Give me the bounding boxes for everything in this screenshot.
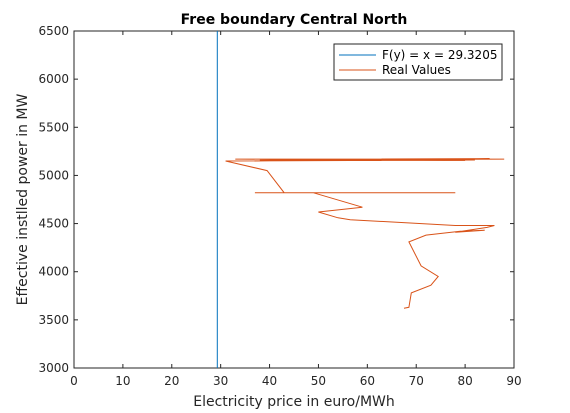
- y-tick-label: 5500: [38, 120, 69, 134]
- y-tick-label: 4500: [38, 217, 69, 231]
- x-tick-label: 60: [360, 374, 375, 388]
- y-axis-label: Effective instlled power in MW: [15, 94, 31, 306]
- series-layer: [216, 31, 505, 368]
- y-axis: 3000 3500 4000 4500 5000 5500 6000 6500: [38, 24, 514, 375]
- y-tick-label: 5000: [38, 168, 69, 182]
- x-axis-label: Electricity price in euro/MWh: [193, 394, 395, 410]
- y-tick-label: 6000: [38, 72, 69, 86]
- x-tick-label: 0: [70, 374, 78, 388]
- x-tick-label: 80: [457, 374, 472, 388]
- legend-box: [333, 43, 503, 81]
- x-tick-label: 10: [115, 374, 130, 388]
- x-tick-label: 20: [164, 374, 179, 388]
- x-tick-label: 50: [311, 374, 326, 388]
- y-tick-label: 4000: [38, 265, 69, 279]
- plot-area: [73, 30, 515, 369]
- x-tick-label: 30: [213, 374, 228, 388]
- legend-entry: F(y) = x = 29.3205: [382, 48, 497, 62]
- x-tick-label: 70: [409, 374, 424, 388]
- x-tick-label: 40: [262, 374, 277, 388]
- real-values-line: [225, 158, 505, 309]
- legend-entry: Real Values: [382, 63, 451, 77]
- y-tick-label: 3000: [38, 361, 69, 375]
- y-tick-label: 6500: [38, 24, 69, 38]
- x-axis: 0 10 20 30 40 50 60 70 80 90: [70, 31, 522, 388]
- x-tick-label: 90: [506, 374, 521, 388]
- y-tick-label: 3500: [38, 313, 69, 327]
- chart-title: Free boundary Central North: [181, 12, 408, 28]
